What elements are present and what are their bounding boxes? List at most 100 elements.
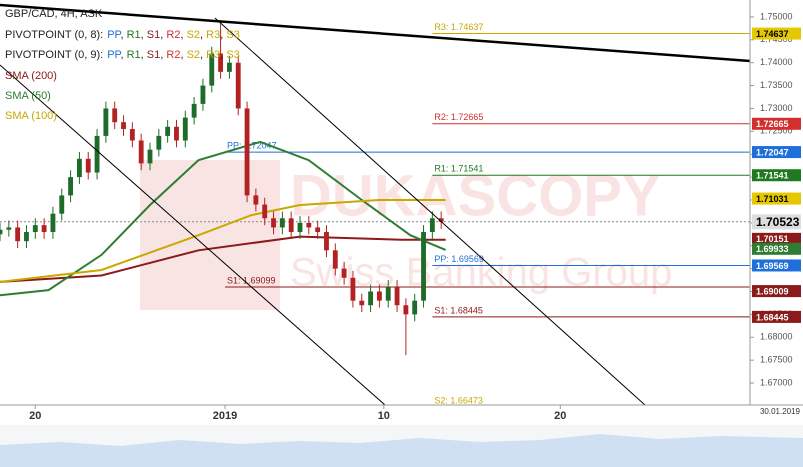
candle-body <box>165 126 171 136</box>
pivot-legend-name: PIVOTPOINT (0, 8): <box>5 29 103 41</box>
candle-body <box>68 177 74 196</box>
candle-body <box>315 227 321 233</box>
candle-body <box>271 218 276 228</box>
separator: , <box>160 29 166 41</box>
pivot-legend-item: S2 <box>187 49 200 61</box>
x-tick-label: 20 <box>554 410 566 422</box>
candle-body <box>297 222 303 233</box>
price-tag-label: 1.69569 <box>756 261 789 271</box>
pivot-legend-name: PIVOTPOINT (0, 9): <box>5 49 103 61</box>
separator: , <box>220 49 226 61</box>
pivot-legend-item: R3 <box>206 29 220 41</box>
x-tick-label: 10 <box>378 410 390 422</box>
pivot-legend-item: R3 <box>206 49 220 61</box>
separator: , <box>180 49 186 61</box>
pivot-legend-item: S1 <box>147 29 160 41</box>
x-tick-label: 20 <box>29 410 41 422</box>
candle-body <box>103 108 109 136</box>
separator: , <box>141 29 147 41</box>
candle-body <box>262 204 268 219</box>
price-tag <box>752 117 801 130</box>
pivot-legend-item: S2 <box>187 29 200 41</box>
candle-body <box>174 126 179 141</box>
y-tick-label: 1.73000 <box>760 103 793 113</box>
candle-body <box>218 53 224 72</box>
price-tag-label: 1.70151 <box>756 234 789 244</box>
candle-body <box>94 135 100 173</box>
candle-body <box>59 195 65 214</box>
price-tag <box>752 310 801 323</box>
candle-body <box>156 135 162 150</box>
channel-line <box>214 17 646 406</box>
separator: , <box>220 29 226 41</box>
pivot-legend: PIVOTPOINT (0, 9): PP, R1, S1, R2, S2, R3… <box>5 49 240 61</box>
pivot-label: S2: 1.66473 <box>434 396 483 406</box>
price-tag <box>752 169 801 182</box>
trend-line <box>0 3 751 63</box>
separator: , <box>141 49 147 61</box>
pivot-legend: PIVOTPOINT (0, 8): PP, R1, S1, R2, S2, R3… <box>5 29 240 41</box>
separator: , <box>180 29 186 41</box>
separator: , <box>160 49 166 61</box>
separator: , <box>200 49 206 61</box>
price-tag <box>752 232 801 245</box>
candle-body <box>385 286 391 301</box>
candle-body <box>306 222 312 228</box>
price-tag-label: 1.71031 <box>756 194 789 204</box>
pivot-label: R1: 1.71541 <box>434 164 483 174</box>
pivot-legend-item: PP <box>107 49 121 61</box>
price-tag <box>752 146 801 159</box>
candle-body <box>438 218 444 222</box>
watermark: DUKASCOPY Swiss Banking Group <box>140 160 672 310</box>
pivot-legend-item: R2 <box>166 49 180 61</box>
price-tag <box>752 214 801 230</box>
candle-body <box>6 227 12 230</box>
price-tag-label: 1.72047 <box>756 147 789 157</box>
price-tag-label: 1.70523 <box>756 215 800 229</box>
candle-body <box>85 158 91 173</box>
price-tag-label: 1.69933 <box>756 244 789 254</box>
candle-body <box>350 277 356 301</box>
candle-body <box>226 62 232 72</box>
pivot-label: R2: 1.72665 <box>434 112 483 122</box>
candle-body <box>368 291 374 306</box>
candle-body <box>341 268 347 278</box>
candle-body <box>412 300 418 315</box>
candle-body <box>403 305 409 315</box>
x-axis-panel <box>0 405 803 425</box>
candle-body <box>359 300 365 306</box>
watermark-logo <box>140 160 280 310</box>
separator: , <box>200 29 206 41</box>
trend-lines <box>0 3 751 406</box>
candle-body <box>394 286 400 306</box>
pivot-legend-item: R1 <box>127 29 141 41</box>
price-tag-label: 1.72665 <box>756 119 789 129</box>
candle-body <box>288 218 294 233</box>
candle-body <box>376 291 382 301</box>
candle-body <box>235 62 241 109</box>
candle-body <box>0 229 3 235</box>
y-tick-label: 1.68000 <box>760 332 793 342</box>
candle-body <box>332 250 338 269</box>
chart-title: GBP/CAD, 4H, ASK <box>5 8 103 20</box>
pivot-legend-item: R2 <box>166 29 180 41</box>
y-tick-label: 1.67000 <box>760 377 793 387</box>
price-tag-label: 1.68445 <box>756 312 789 322</box>
x-tick-label: 2019 <box>213 410 237 422</box>
legend-entry: SMA (200) <box>5 70 57 82</box>
navigator-area <box>0 434 803 467</box>
price-tag <box>752 259 801 272</box>
candle-body <box>50 213 56 233</box>
candle-body <box>138 140 144 164</box>
y-tick-label: 1.74000 <box>760 57 793 67</box>
y-tick-label: 1.75000 <box>760 11 793 21</box>
candle-body <box>112 108 118 123</box>
pivot-legend-item: R1 <box>127 49 141 61</box>
watermark-text: DUKASCOPY <box>290 163 661 228</box>
legend-entry: SMA (100) <box>5 110 57 122</box>
pivot-legend-item: S3 <box>226 49 239 61</box>
separator: , <box>120 49 126 61</box>
